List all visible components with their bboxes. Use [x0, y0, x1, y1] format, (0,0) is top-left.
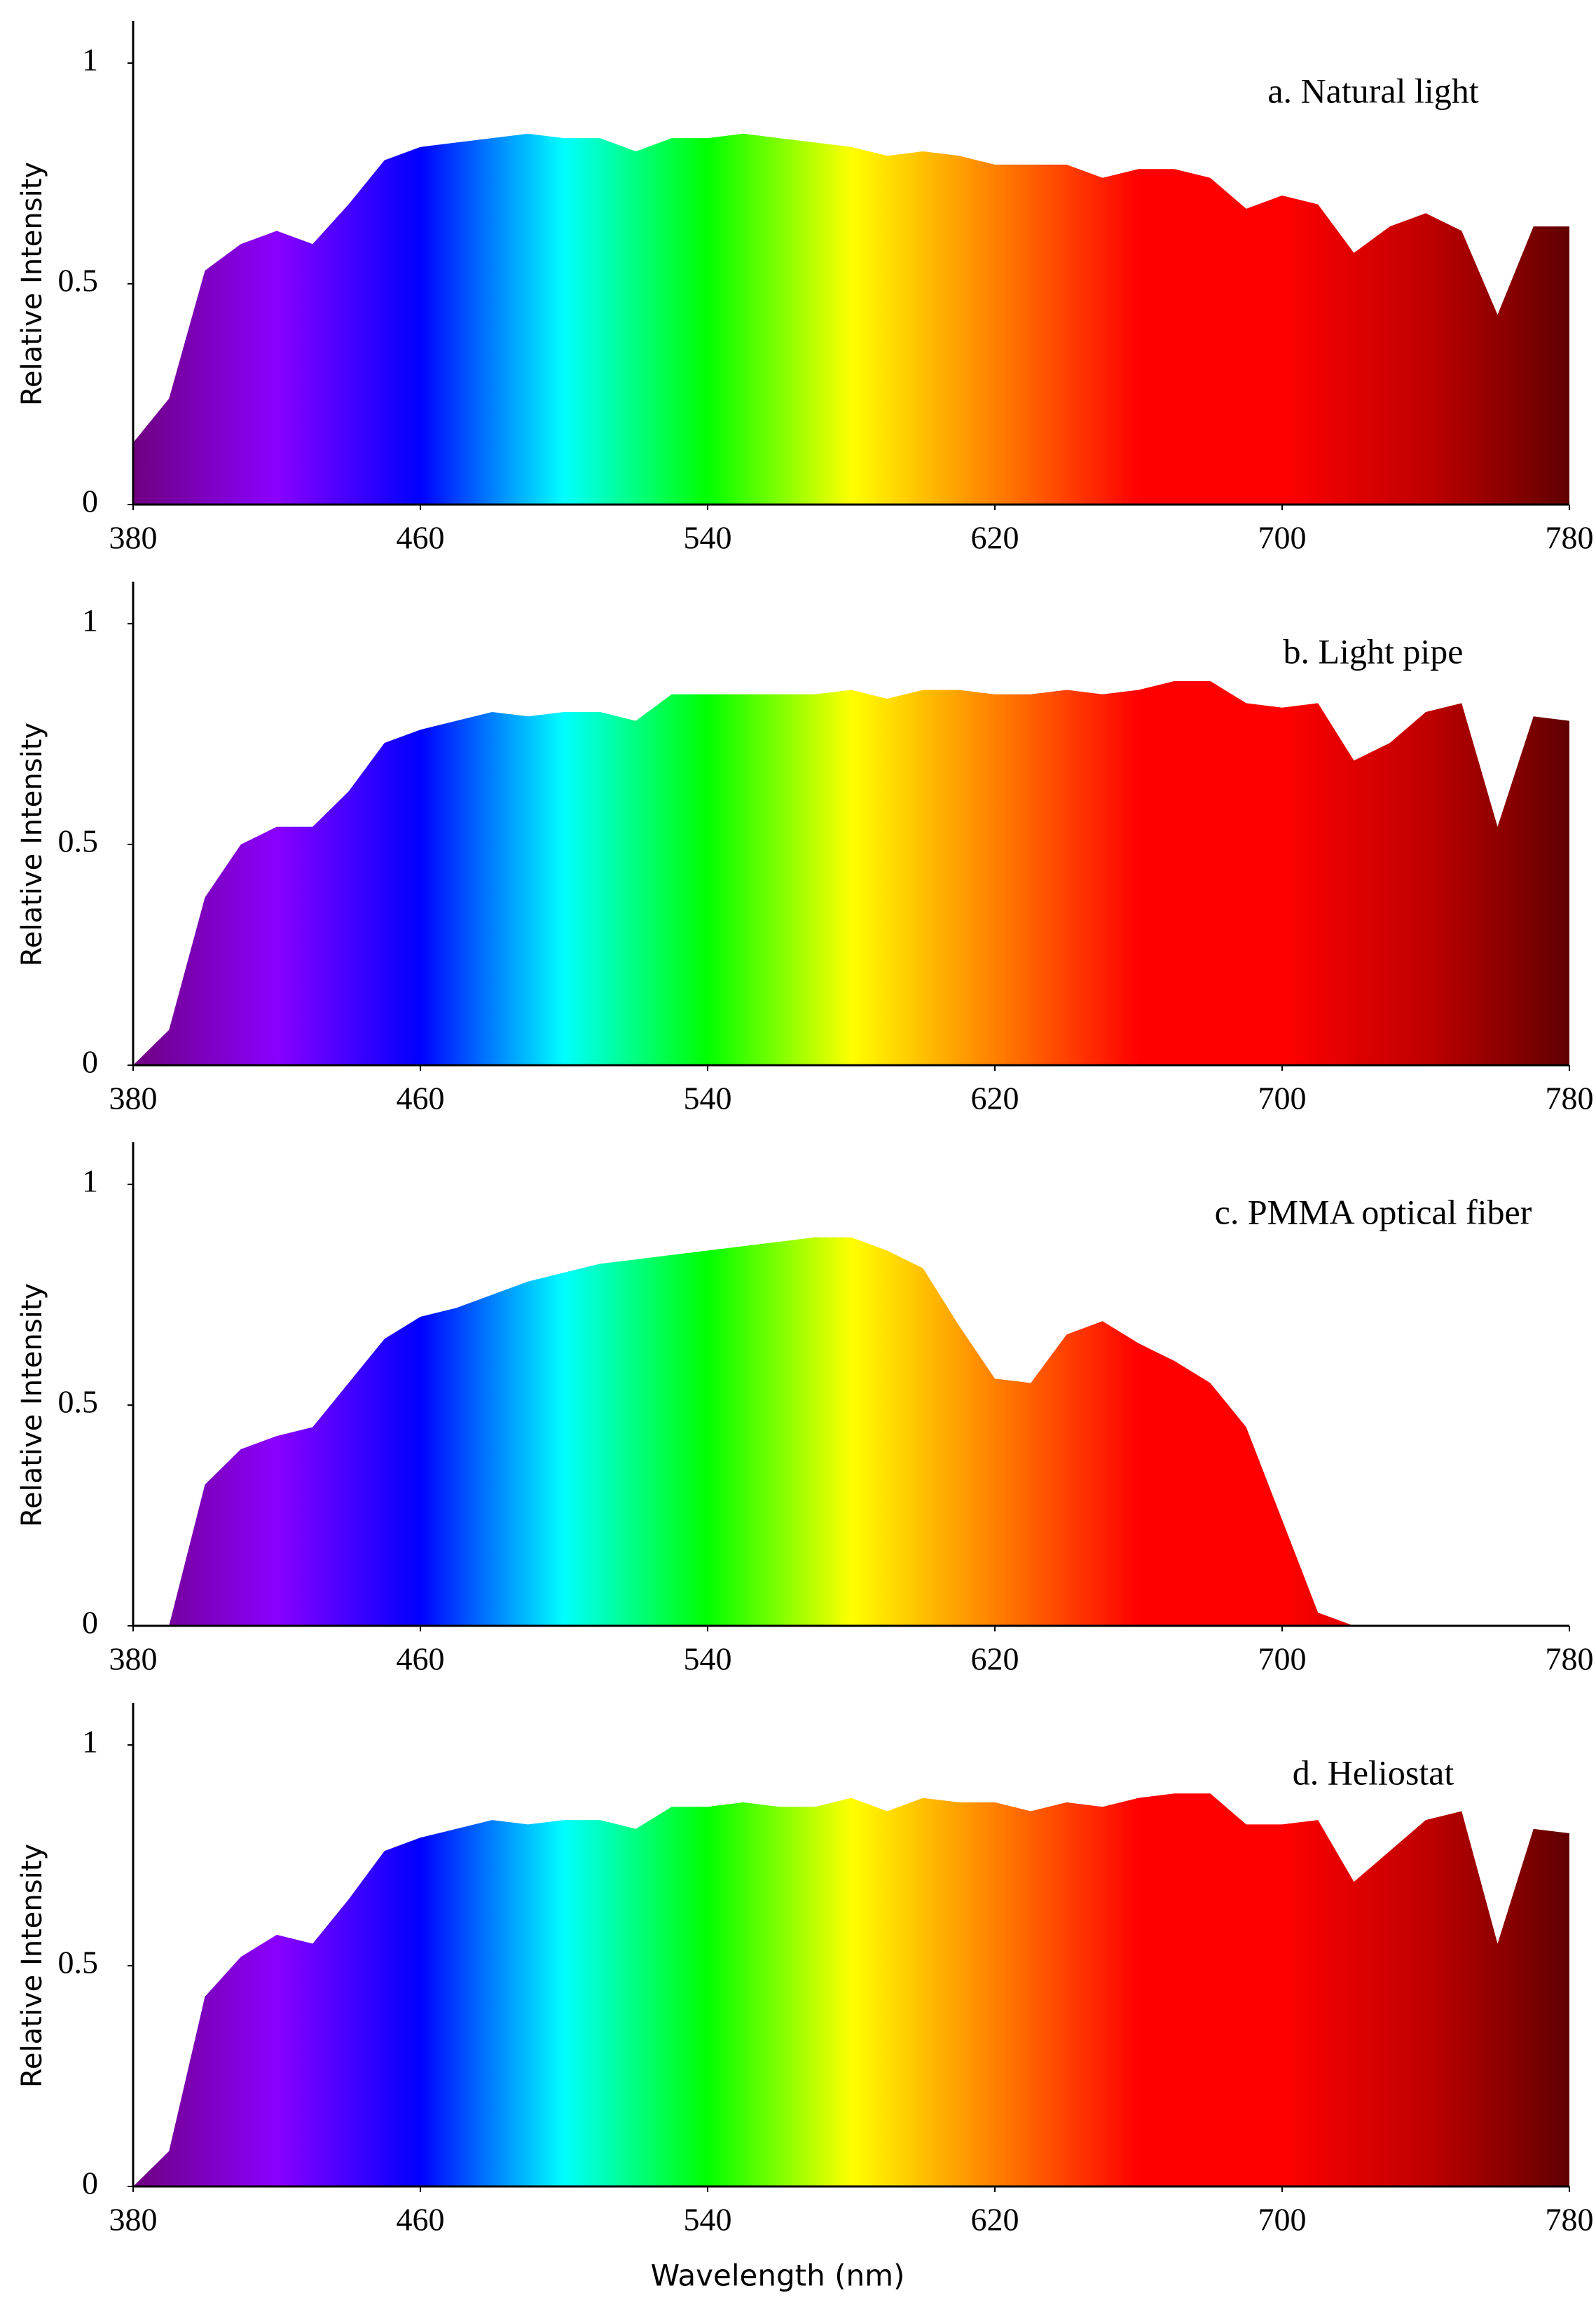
x-tick-label: 700 [1258, 520, 1307, 556]
x-axis-label: Wavelength (nm) [651, 2259, 905, 2293]
y-tick-label: 0.5 [58, 823, 99, 859]
x-tick-label: 620 [971, 520, 1019, 556]
x-tick-label: 380 [109, 1081, 158, 1116]
x-tick-label: 620 [971, 2202, 1019, 2238]
x-tick-label: 700 [1258, 1641, 1307, 1677]
y-tick-label: 0 [82, 1044, 98, 1080]
y-tick-label: 0 [82, 2165, 98, 2201]
x-tick-label: 780 [1546, 2202, 1594, 2238]
x-tick-label: 700 [1258, 2202, 1307, 2238]
x-tick-label: 460 [397, 520, 445, 556]
y-tick-label: 0.5 [58, 1384, 99, 1420]
x-tick-label: 460 [397, 1641, 445, 1677]
x-tick-label: 380 [109, 1641, 158, 1677]
x-tick-label: 380 [109, 520, 158, 556]
chart-title: a. Natural light [1267, 71, 1478, 110]
y-tick-label: 1 [82, 603, 98, 638]
y-axis-label: Relative Intensity [16, 723, 48, 966]
y-tick-label: 1 [82, 42, 98, 78]
y-tick-label: 1 [82, 1163, 98, 1199]
spectrum-area [133, 133, 1569, 505]
x-tick-label: 540 [684, 1081, 732, 1116]
spectrum-area [133, 1237, 1569, 1626]
y-tick-label: 0 [82, 1605, 98, 1641]
y-axis-label: Relative Intensity [16, 162, 48, 406]
x-tick-label: 700 [1258, 1081, 1307, 1116]
x-tick-label: 540 [684, 520, 732, 556]
x-tick-label: 620 [971, 1641, 1019, 1677]
x-tick-label: 380 [109, 2202, 158, 2238]
x-tick-label: 780 [1546, 1081, 1594, 1116]
spectrum-area [133, 680, 1569, 1065]
x-tick-label: 460 [397, 1081, 445, 1116]
x-tick-label: 540 [684, 1641, 732, 1677]
y-tick-label: 1 [82, 1724, 98, 1760]
x-tick-label: 540 [684, 2202, 732, 2238]
y-tick-label: 0.5 [58, 1945, 99, 1980]
spectrum-area [133, 1793, 1569, 2186]
chart-title: d. Heliostat [1293, 1753, 1454, 1792]
y-tick-label: 0.5 [58, 263, 99, 299]
y-tick-label: 0 [82, 484, 98, 519]
y-axis-label: Relative Intensity [16, 1844, 48, 2088]
chart-title: b. Light pipe [1284, 631, 1464, 671]
x-tick-label: 780 [1546, 520, 1594, 556]
chart-title: c. PMMA optical fiber [1215, 1192, 1532, 1231]
x-tick-label: 460 [397, 2202, 445, 2238]
x-tick-label: 780 [1546, 1641, 1594, 1677]
y-axis-label: Relative Intensity [16, 1283, 48, 1527]
x-tick-label: 620 [971, 1081, 1019, 1116]
